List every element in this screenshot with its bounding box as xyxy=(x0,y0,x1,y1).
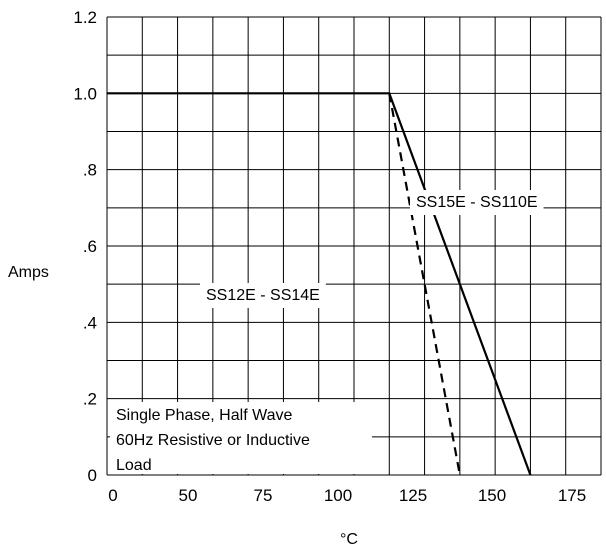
x-tick-label: 0 xyxy=(108,486,117,505)
series-label-ss15e-ss110e: SS15E - SS110E xyxy=(416,194,538,211)
y-tick-label: 0 xyxy=(88,466,97,485)
y-tick-label: .4 xyxy=(83,313,97,332)
y-tick-label: 1.2 xyxy=(73,8,97,27)
series-line-1 xyxy=(388,93,461,476)
series-label-background xyxy=(410,190,544,215)
annotation-line-3: Load xyxy=(116,457,152,474)
annotation-line-2: 60Hz Resistive or Inductive xyxy=(116,432,310,449)
y-tick-label: .8 xyxy=(83,161,97,180)
y-tick-label: 1.0 xyxy=(73,84,97,103)
annotation-background xyxy=(110,402,372,474)
y-tick-label: .2 xyxy=(83,390,97,409)
y-axis-label: Amps xyxy=(8,264,49,281)
annotation-line-1: Single Phase, Half Wave xyxy=(116,407,292,424)
series-label-ss12e-ss14e: SS12E - SS14E xyxy=(206,287,320,304)
x-tick-label: 125 xyxy=(399,486,427,505)
x-tick-label: 150 xyxy=(478,486,506,505)
tick-labels: 0 .2 .4 .6 .8 1.0 1.2 0 50 75 100 125 150 175 xyxy=(73,8,586,505)
chart-series xyxy=(107,92,532,476)
x-tick-label: 175 xyxy=(558,486,586,505)
x-tick-label: 100 xyxy=(324,486,352,505)
x-tick-label: 50 xyxy=(179,486,198,505)
x-tick-label: 75 xyxy=(254,486,273,505)
series-label-background xyxy=(200,283,326,308)
x-axis-label: °C xyxy=(340,531,358,548)
y-tick-label: .6 xyxy=(83,237,97,256)
